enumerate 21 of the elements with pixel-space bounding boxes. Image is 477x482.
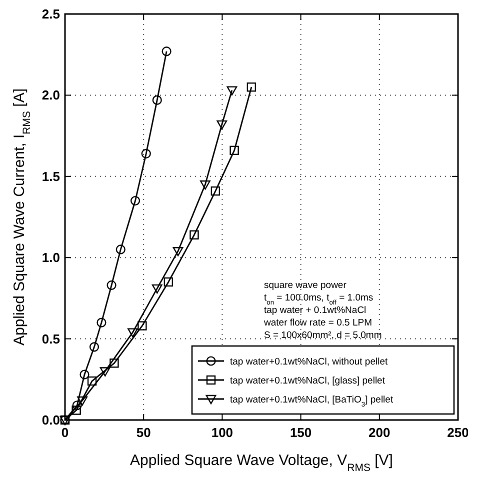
y-tick-label: 2.0 — [42, 88, 60, 103]
x-axis-title: Applied Square Wave Voltage, V$_{RMS}$ [V] — [130, 452, 393, 474]
annotation: t$_{on}$ = 100.0ms, t$_{off}$ = 1.0ms — [264, 292, 374, 306]
annotation: water flow rate = 0.5 LPM — [263, 318, 372, 328]
x-tick-label: 100 — [211, 425, 234, 440]
y-tick-label: 1.0 — [42, 250, 60, 266]
annotation: S = 100x60mm², d = 5.0mm — [264, 330, 382, 341]
legend-label: tap water+0.1wt%NaCl, [BaTiO$_{3}$] pellet — [230, 394, 394, 408]
legend-label: tap water+0.1wt%NaCl, [glass] pellet — [230, 376, 386, 386]
legend-label: tap water+0.1wt%NaCl, without pellet — [230, 356, 388, 368]
x-tick-label: 50 — [136, 425, 151, 440]
y-tick-label: 0.5 — [42, 331, 60, 346]
annotation: tap water + 0.1wt%NaCl — [264, 305, 366, 316]
annotation: square wave power — [264, 280, 346, 291]
x-tick-label: 250 — [447, 425, 469, 440]
y-tick-label: 1.5 — [42, 168, 60, 184]
x-tick-label: 150 — [290, 425, 312, 440]
x-tick-label: 200 — [368, 425, 390, 440]
y-tick-label: 2.5 — [42, 6, 60, 22]
x-tick-label: 0 — [61, 425, 69, 440]
y-tick-label: 0.0 — [42, 412, 60, 428]
